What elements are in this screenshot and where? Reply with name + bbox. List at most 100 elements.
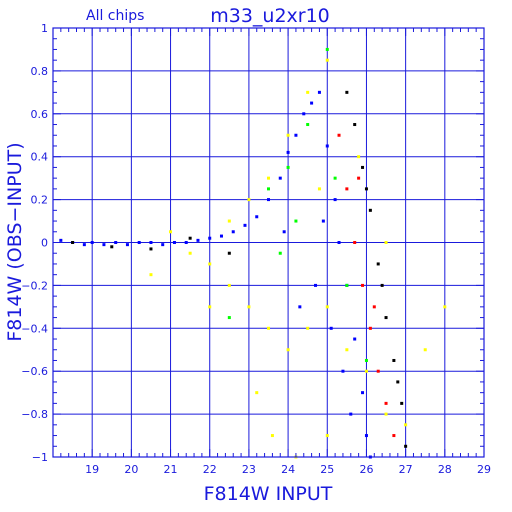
y-tick-label: −0.8 bbox=[21, 408, 48, 421]
data-point bbox=[219, 234, 223, 238]
data-point bbox=[278, 176, 282, 180]
data-point bbox=[294, 133, 298, 137]
data-point bbox=[208, 262, 212, 266]
data-point bbox=[333, 198, 337, 202]
data-point bbox=[357, 176, 361, 180]
data-point bbox=[243, 223, 247, 227]
data-point bbox=[208, 236, 212, 240]
data-point bbox=[306, 123, 310, 127]
x-tick-label: 25 bbox=[320, 463, 334, 476]
data-point bbox=[286, 348, 290, 352]
data-point bbox=[353, 337, 357, 341]
x-tick-label: 28 bbox=[438, 463, 452, 476]
data-point bbox=[184, 241, 188, 244]
data-point bbox=[384, 401, 388, 405]
data-point bbox=[361, 391, 365, 395]
data-point bbox=[161, 243, 165, 247]
data-points bbox=[59, 47, 447, 459]
chart-subtitle: All chips bbox=[86, 8, 144, 24]
data-point bbox=[345, 187, 349, 191]
y-tick-labels: −1 −0.8 −0.6 −0.4 −0.2 0 0.2 0.4 0.6 0.8 1 bbox=[21, 22, 48, 464]
y-tick-label: −1 bbox=[32, 451, 48, 464]
data-point bbox=[306, 326, 310, 330]
data-point bbox=[321, 219, 325, 223]
data-point bbox=[227, 316, 231, 320]
y-tick-label: 1 bbox=[41, 22, 48, 35]
tick-marks bbox=[52, 27, 485, 458]
y-tick-label: −0.4 bbox=[21, 322, 48, 335]
y-tick-label: 0.8 bbox=[31, 65, 49, 78]
data-point bbox=[196, 238, 200, 242]
chart-title: m33_u2xr10 bbox=[210, 5, 330, 27]
data-point bbox=[137, 241, 141, 244]
x-tick-label: 19 bbox=[85, 463, 99, 476]
data-point bbox=[149, 247, 153, 251]
data-point bbox=[337, 133, 341, 137]
data-point bbox=[368, 208, 372, 212]
y-tick-label: 0 bbox=[41, 237, 48, 250]
data-point bbox=[188, 236, 192, 240]
data-point bbox=[317, 187, 321, 191]
data-point bbox=[317, 90, 321, 94]
data-point bbox=[337, 241, 341, 244]
x-tick-label: 24 bbox=[281, 463, 295, 476]
data-point bbox=[341, 369, 345, 373]
data-point bbox=[149, 273, 153, 277]
data-point bbox=[267, 198, 270, 202]
y-axis-label: F814W (OBS−INPUT) bbox=[4, 142, 26, 341]
data-point bbox=[376, 369, 380, 373]
data-point bbox=[169, 230, 173, 234]
data-point bbox=[310, 101, 314, 105]
data-point bbox=[353, 241, 357, 244]
data-point bbox=[396, 380, 400, 384]
grid-lines bbox=[53, 28, 484, 457]
data-point bbox=[357, 155, 361, 159]
data-point bbox=[364, 369, 368, 373]
data-point bbox=[267, 187, 270, 191]
data-point bbox=[270, 434, 274, 438]
data-point bbox=[227, 219, 231, 223]
y-tick-label: 0.2 bbox=[31, 194, 49, 207]
data-point bbox=[345, 348, 349, 352]
x-tick-label: 22 bbox=[203, 463, 217, 476]
data-point bbox=[227, 283, 231, 287]
data-point bbox=[188, 251, 192, 255]
data-point bbox=[302, 112, 306, 116]
data-point bbox=[286, 133, 290, 137]
x-tick-label: 26 bbox=[359, 463, 373, 476]
data-point bbox=[255, 215, 259, 219]
data-point bbox=[325, 47, 329, 51]
data-point bbox=[247, 305, 251, 309]
data-point bbox=[149, 241, 153, 244]
data-point bbox=[361, 165, 365, 169]
data-point bbox=[247, 198, 251, 202]
data-point bbox=[443, 305, 447, 309]
data-point bbox=[329, 326, 333, 330]
x-tick-label: 23 bbox=[242, 463, 256, 476]
data-point bbox=[282, 230, 286, 234]
data-point bbox=[364, 187, 368, 191]
data-point bbox=[349, 412, 353, 416]
data-point bbox=[208, 305, 212, 309]
data-point bbox=[82, 243, 86, 247]
data-point bbox=[345, 283, 349, 287]
y-tick-label: −0.6 bbox=[21, 365, 48, 378]
data-point bbox=[392, 358, 396, 362]
data-point bbox=[384, 241, 388, 244]
data-point bbox=[368, 326, 372, 330]
data-point bbox=[172, 241, 176, 244]
data-point bbox=[364, 434, 368, 438]
x-tick-label: 20 bbox=[124, 463, 138, 476]
data-point bbox=[267, 176, 270, 180]
data-point bbox=[298, 305, 302, 309]
data-point bbox=[110, 245, 114, 249]
data-point bbox=[255, 391, 259, 395]
data-point bbox=[125, 243, 129, 247]
data-point bbox=[404, 444, 408, 448]
x-tick-label: 27 bbox=[399, 463, 413, 476]
data-point bbox=[325, 434, 329, 438]
data-point bbox=[231, 230, 235, 234]
data-point bbox=[306, 90, 310, 94]
data-point bbox=[345, 90, 349, 94]
